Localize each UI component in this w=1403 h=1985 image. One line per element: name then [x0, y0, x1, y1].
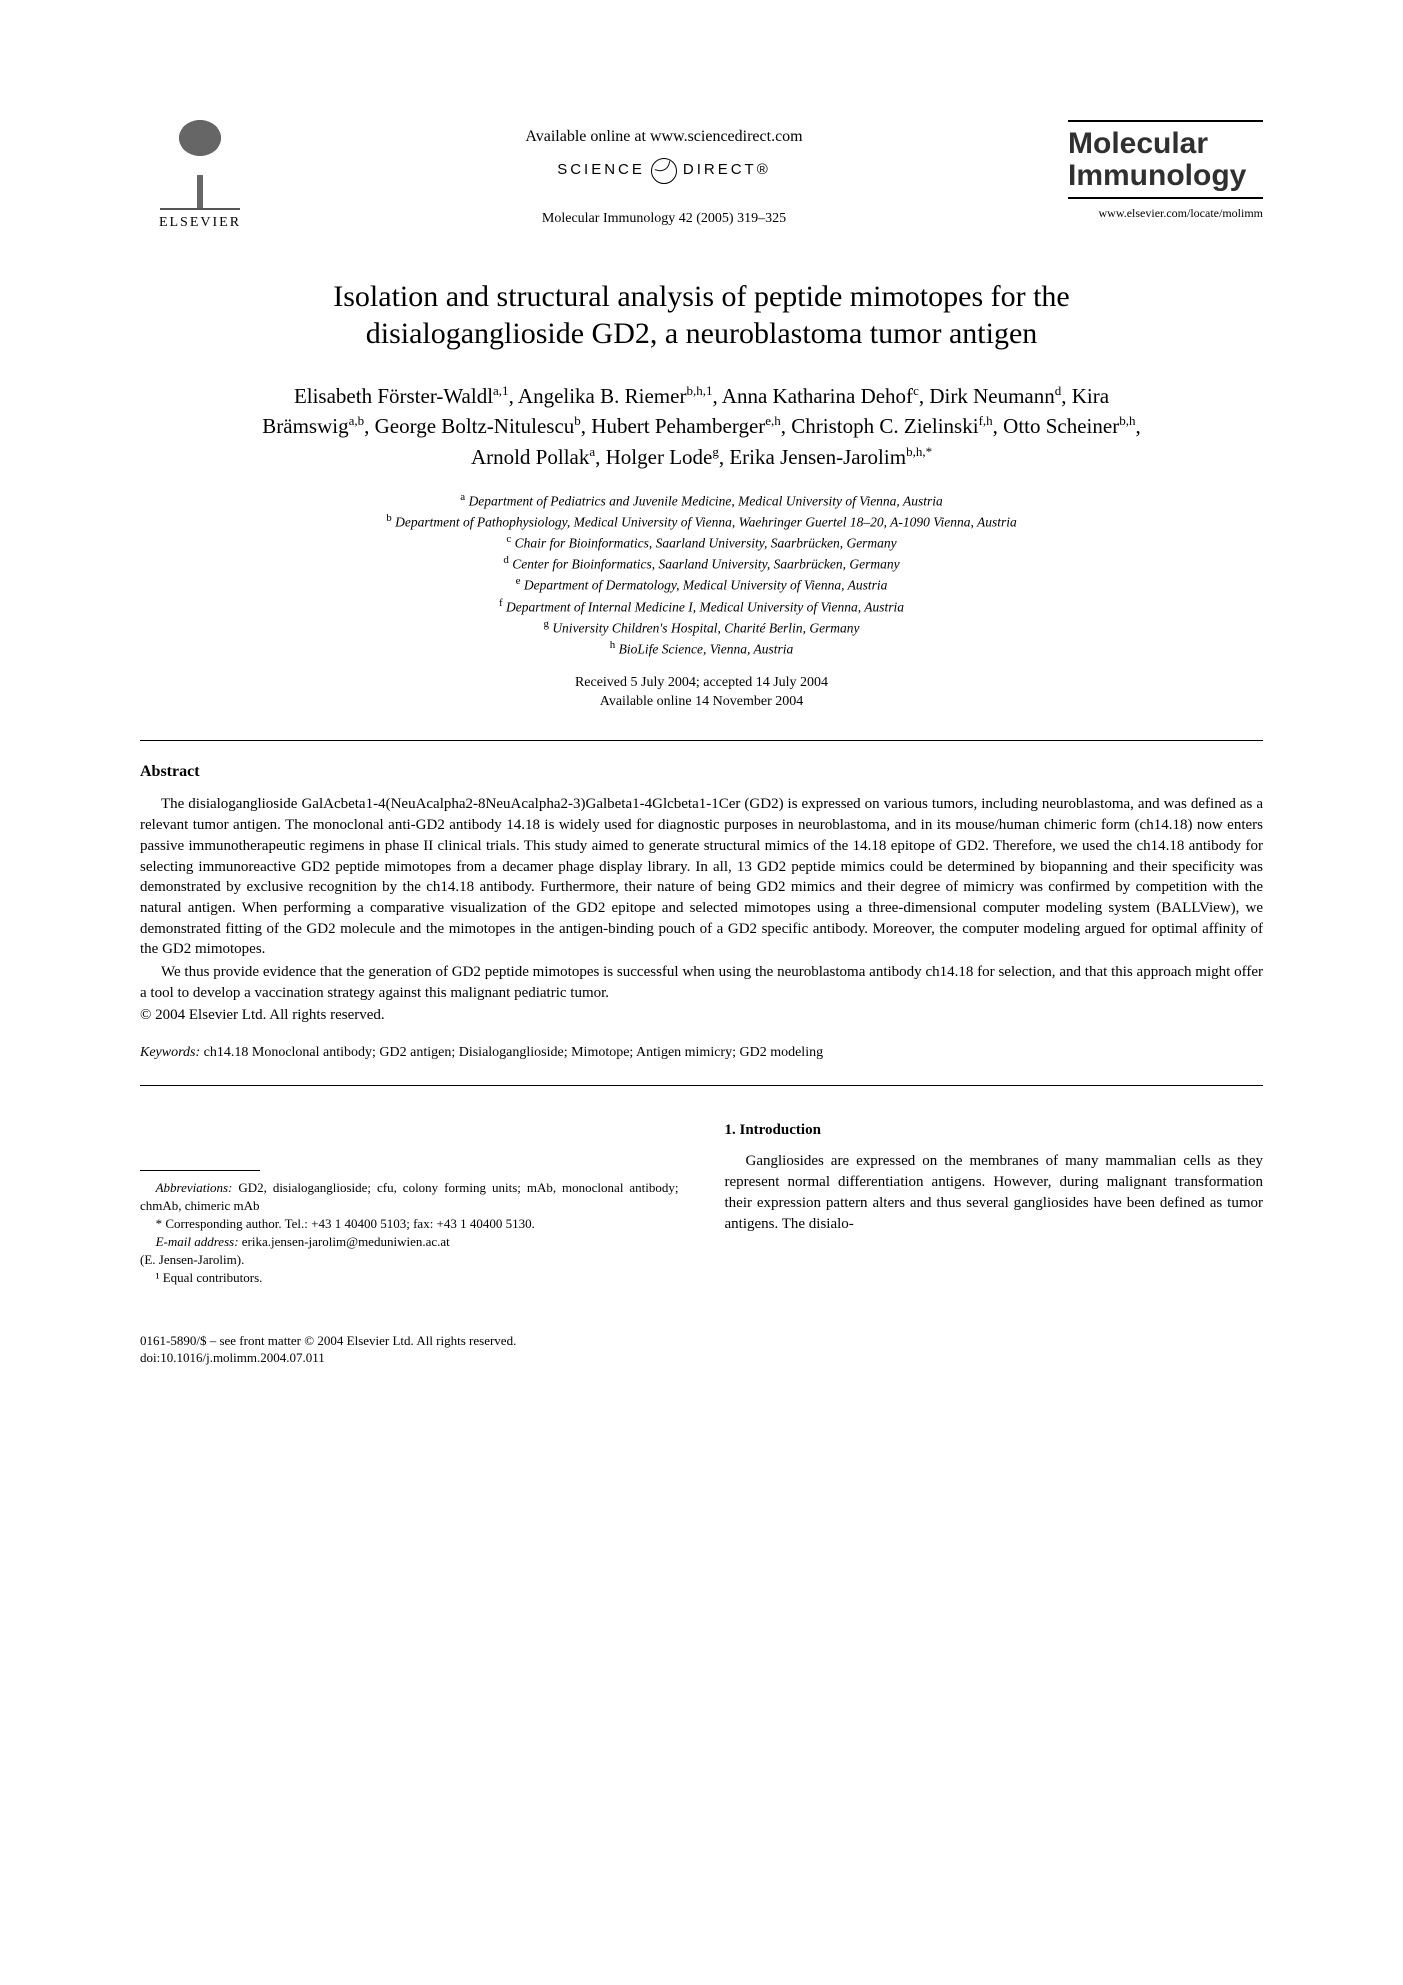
abstract-copyright: © 2004 Elsevier Ltd. All rights reserved… — [140, 1005, 1263, 1025]
journal-title-line2: Immunology — [1068, 159, 1246, 192]
introduction-paragraph-1: Gangliosides are expressed on the membra… — [725, 1151, 1264, 1235]
rule-before-abstract — [140, 740, 1263, 741]
available-online-line: Available online at www.sciencedirect.co… — [260, 126, 1068, 148]
email-person-line: (E. Jensen-Jarolim). — [140, 1251, 679, 1269]
abstract-paragraph-2: We thus provide evidence that the genera… — [140, 962, 1263, 1003]
publisher-name: ELSEVIER — [140, 214, 260, 233]
affiliation-item: e Department of Dermatology, Medical Uni… — [140, 574, 1263, 595]
affiliation-item: g University Children's Hospital, Charit… — [140, 617, 1263, 638]
keywords-line: Keywords: ch14.18 Monoclonal antibody; G… — [140, 1044, 1263, 1063]
author-list: Elisabeth Förster-Waldla,1, Angelika B. … — [242, 381, 1162, 472]
corresponding-author-footnote: * Corresponding author. Tel.: +43 1 4040… — [140, 1215, 679, 1233]
article-dates: Received 5 July 2004; accepted 14 July 2… — [140, 673, 1263, 712]
doi-line: doi:10.1016/j.molimm.2004.07.011 — [140, 1349, 1263, 1367]
two-column-body: Abbreviations: GD2, disialoganglioside; … — [140, 1120, 1263, 1288]
email-footnote: E-mail address: erika.jensen-jarolim@med… — [140, 1233, 679, 1251]
abstract-paragraph-1: The disialoganglioside GalAcbeta1-4(NeuA… — [140, 794, 1263, 960]
journal-url: www.elsevier.com/locate/molimm — [1068, 205, 1263, 221]
header-center: Available online at www.sciencedirect.co… — [260, 120, 1068, 228]
available-online-date: Available online 14 November 2004 — [140, 692, 1263, 712]
abbreviations-label: Abbreviations: — [156, 1180, 233, 1195]
footnote-rule — [140, 1170, 260, 1171]
received-accepted-line: Received 5 July 2004; accepted 14 July 2… — [140, 673, 1263, 693]
keywords-label: Keywords: — [140, 1045, 200, 1060]
rule-after-keywords — [140, 1085, 1263, 1086]
right-column: 1. Introduction Gangliosides are express… — [725, 1120, 1264, 1288]
abstract-body: The disialoganglioside GalAcbeta1-4(NeuA… — [140, 794, 1263, 1025]
publisher-logo-block: ELSEVIER — [140, 120, 260, 233]
journal-title: Molecular Immunology — [1068, 128, 1263, 191]
issn-front-matter-line: 0161-5890/$ – see front matter © 2004 El… — [140, 1332, 1263, 1350]
equal-contributors-footnote: ¹ Equal contributors. — [140, 1269, 679, 1287]
affiliation-item: a Department of Pediatrics and Juvenile … — [140, 490, 1263, 511]
journal-title-line1: Molecular — [1068, 127, 1208, 160]
elsevier-tree-icon — [160, 120, 240, 210]
abbreviations-footnote: Abbreviations: GD2, disialoganglioside; … — [140, 1179, 679, 1215]
page-header: ELSEVIER Available online at www.science… — [140, 120, 1263, 233]
affiliation-item: h BioLife Science, Vienna, Austria — [140, 638, 1263, 659]
footnotes-block: Abbreviations: GD2, disialoganglioside; … — [140, 1179, 679, 1288]
science-direct-icon — [651, 158, 677, 184]
affiliation-list: a Department of Pediatrics and Juvenile … — [140, 490, 1263, 659]
science-direct-left: SCIENCE — [557, 160, 645, 180]
affiliation-item: d Center for Bioinformatics, Saarland Un… — [140, 553, 1263, 574]
affiliation-item: c Chair for Bioinformatics, Saarland Uni… — [140, 532, 1263, 553]
affiliation-item: f Department of Internal Medicine I, Med… — [140, 596, 1263, 617]
affiliation-item: b Department of Pathophysiology, Medical… — [140, 511, 1263, 532]
introduction-heading: 1. Introduction — [725, 1120, 1264, 1141]
article-title: Isolation and structural analysis of pep… — [242, 278, 1162, 353]
abstract-heading: Abstract — [140, 761, 1263, 783]
science-direct-mark: SCIENCE DIRECT® — [557, 158, 771, 184]
journal-block: Molecular Immunology www.elsevier.com/lo… — [1068, 120, 1263, 221]
email-value: erika.jensen-jarolim@meduniwien.ac.at — [239, 1234, 450, 1249]
journal-bottom-rule — [1068, 197, 1263, 199]
abstract-section: Abstract The disialoganglioside GalAcbet… — [140, 761, 1263, 1063]
citation-line: Molecular Immunology 42 (2005) 319–325 — [260, 210, 1068, 229]
journal-top-rule — [1068, 120, 1263, 122]
left-column: Abbreviations: GD2, disialoganglioside; … — [140, 1120, 679, 1288]
email-label: E-mail address: — [156, 1234, 239, 1249]
page-footer-meta: 0161-5890/$ – see front matter © 2004 El… — [140, 1332, 1263, 1367]
science-direct-right: DIRECT® — [683, 160, 771, 180]
keywords-text: ch14.18 Monoclonal antibody; GD2 antigen… — [200, 1045, 823, 1060]
